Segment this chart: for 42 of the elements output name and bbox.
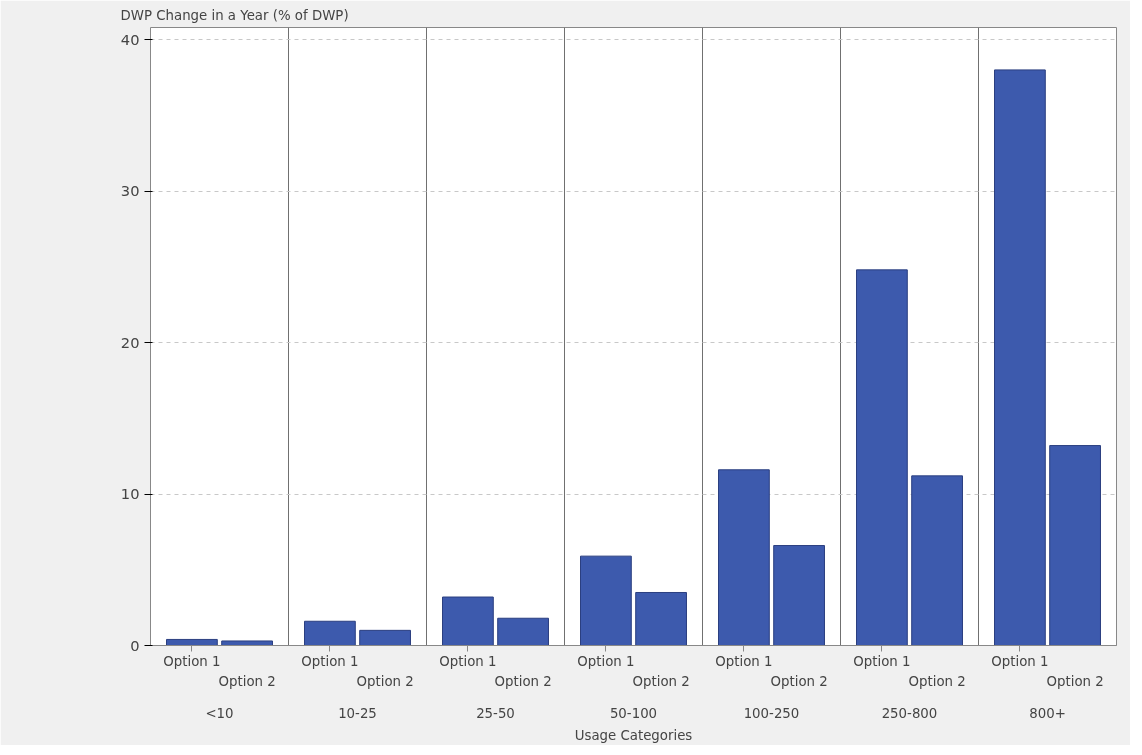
x-tick-label: 100-250 [743,705,800,721]
y-tick-label: 10 [120,485,140,503]
bar [994,69,1046,646]
series-label: Option 1 [163,653,221,669]
bar [442,596,494,646]
x-axis-title: Usage Categories [574,727,693,743]
bar [773,545,825,646]
text: Option 2 [494,673,552,689]
text: Option 1 [301,653,359,669]
text: Option 1 [991,653,1049,669]
bar [911,475,963,646]
x-tick-label: 800+ [1029,705,1066,721]
text: Option 2 [908,673,966,689]
bar [580,555,632,646]
y-tick-label: 20 [120,333,140,351]
text: Option 2 [356,673,414,689]
bar [359,629,411,646]
bar [856,269,908,646]
y-tick-label: 0 [130,636,140,654]
text: Option 2 [218,673,276,689]
x-tick-label: 10-25 [338,705,377,721]
x-tick-label: <10 [205,705,234,721]
text: Option 1 [577,653,635,669]
bar [166,638,218,646]
bar [497,617,549,646]
bar [1049,445,1101,646]
text: Option 2 [770,673,828,689]
bar [718,469,770,646]
bar [304,620,356,646]
x-tick-label: 250-800 [881,705,938,721]
y-tick-label: 30 [120,182,140,200]
text: Option 2 [632,673,690,689]
y-axis-title: DWP Change in a Year (% of DWP) [120,7,349,23]
x-tick-label: 25-50 [476,705,515,721]
bar [635,591,687,646]
text: Option 1 [439,653,497,669]
bar [221,640,273,646]
text: Option 2 [1046,673,1104,689]
text: Option 1 [853,653,911,669]
text: Option 1 [715,653,773,669]
y-tick-label: 40 [120,30,140,48]
x-tick-label: 50-100 [609,705,658,721]
